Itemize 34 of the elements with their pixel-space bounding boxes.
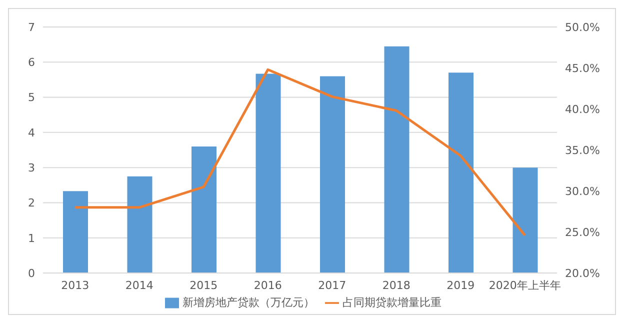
y2-tick-label: 40.0% xyxy=(565,102,600,116)
bar xyxy=(63,191,88,273)
y-tick-label: 6 xyxy=(28,56,35,70)
y-tick-label: 0 xyxy=(28,266,35,280)
x-tick-label: 2019 xyxy=(446,278,475,292)
y-tick-label: 1 xyxy=(28,232,35,245)
y-tick-label: 4 xyxy=(28,126,35,140)
x-tick-label: 2016 xyxy=(254,278,282,292)
y2-tick-label: 50.0% xyxy=(565,20,600,34)
y2-tick-label: 30.0% xyxy=(565,184,600,198)
line-series xyxy=(74,68,526,237)
y-tick-label: 7 xyxy=(28,20,35,34)
legend-label: 占同期贷款增量比重 xyxy=(342,296,442,309)
legend-label: 新增房地产贷款（万亿元） xyxy=(182,296,314,309)
bar xyxy=(320,76,345,273)
y2-tick-label: 25.0% xyxy=(565,226,600,239)
y2-tick-label: 20.0% xyxy=(565,266,600,280)
x-tick-label: 2015 xyxy=(190,278,218,292)
y-tick-label: 5 xyxy=(28,91,35,104)
bar xyxy=(512,168,538,273)
y-tick-label: 2 xyxy=(28,196,35,210)
bar xyxy=(448,72,474,273)
bar xyxy=(127,176,152,273)
x-tick-label: 2018 xyxy=(382,278,410,292)
bar xyxy=(256,74,281,273)
bar xyxy=(192,146,216,273)
y2-tick-label: 45.0% xyxy=(565,62,600,75)
x-tick-label: 2017 xyxy=(318,278,346,292)
y-tick-label: 3 xyxy=(28,161,35,174)
x-tick-label: 2020年上半年 xyxy=(488,278,561,292)
x-tick-label: 2014 xyxy=(125,278,154,292)
y2-tick-label: 35.0% xyxy=(565,144,600,157)
x-tick-label: 2013 xyxy=(61,278,90,292)
bar xyxy=(384,46,410,273)
